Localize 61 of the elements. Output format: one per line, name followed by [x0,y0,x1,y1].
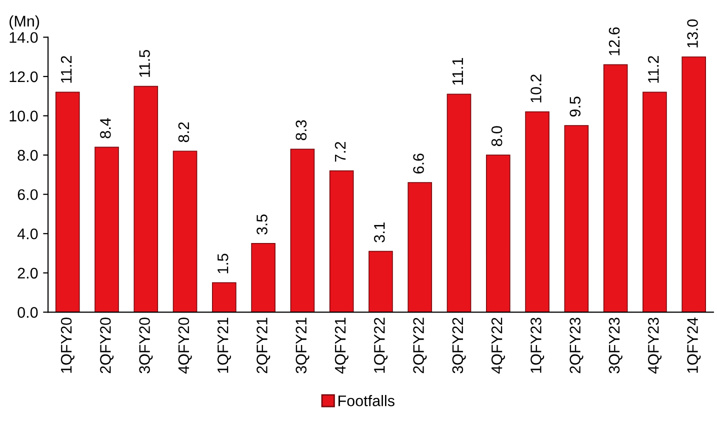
bar [55,92,80,312]
bar [642,92,667,312]
bar [251,243,276,312]
bar [94,146,119,312]
data-label: 11.2 [60,56,72,83]
x-tick-label: 3QFY22 [452,318,466,374]
data-label: 11.2 [648,56,659,83]
data-label: 3.5 [256,214,268,235]
bar [525,111,550,312]
x-tick-label: 4QFY23 [648,318,662,374]
bar [134,86,158,312]
x-tick-label: 3QFY21 [296,318,310,374]
bar [603,64,628,312]
data-label: 8.4 [100,118,111,138]
x-tick-label: 2QFY20 [100,318,114,374]
data-label: 9.5 [570,96,581,117]
x-tick-label: 3QFY23 [608,318,622,374]
bar [212,282,236,312]
data-label: 10.2 [530,74,542,102]
x-tick-label: 1QFY21 [217,318,232,373]
y-tick-label: 14.0 [10,32,38,43]
y-tick-label: 6.0 [18,189,38,200]
x-tick-label: 1QFY23 [530,318,544,373]
data-label: 8.2 [178,122,190,142]
x-tick-label: 4QFY21 [334,318,348,374]
y-tick-label: 12.0 [10,71,38,82]
bar [172,150,198,312]
bar [408,182,432,312]
bar [368,250,393,312]
bar [682,56,706,312]
y-tick-label: 8.0 [18,150,38,161]
bar [290,148,315,312]
data-label: 8.0 [491,126,502,146]
data-label: 13.0 [687,19,698,48]
bar [486,154,510,312]
y-tick-label: 2.0 [18,268,38,279]
data-label: 11.5 [139,50,150,77]
legend-label: Footfalls [338,395,394,406]
x-tick-label: 4QFY22 [491,318,505,374]
bar [446,94,472,312]
data-label: 8.3 [296,120,307,140]
x-tick-label: 2QFY22 [413,318,427,374]
y-tick-label: 10.0 [10,110,38,122]
y-tick-label: 0.0 [18,307,38,318]
x-tick-label: 1QFY24 [687,317,701,373]
x-tick-label: 3QFY20 [139,318,153,374]
data-label: 3.1 [374,222,385,242]
x-tick-label: 1QFY22 [374,318,388,373]
x-tick-label: 4QFY20 [178,318,192,374]
bar [329,170,354,312]
data-label: 7.2 [334,142,346,162]
data-label: 6.6 [413,154,424,174]
data-label: 12.6 [608,27,620,56]
x-tick-label: 1QFY20 [60,318,74,373]
bar [564,125,589,312]
x-tick-label: 2QFY21 [256,318,270,374]
data-label: 1.5 [218,254,228,274]
data-label: 11.1 [452,58,463,85]
x-tick-label: 2QFY23 [570,318,584,374]
y-tick-label: 4.0 [17,228,38,240]
y-axis-title: (Mn) [10,15,40,30]
